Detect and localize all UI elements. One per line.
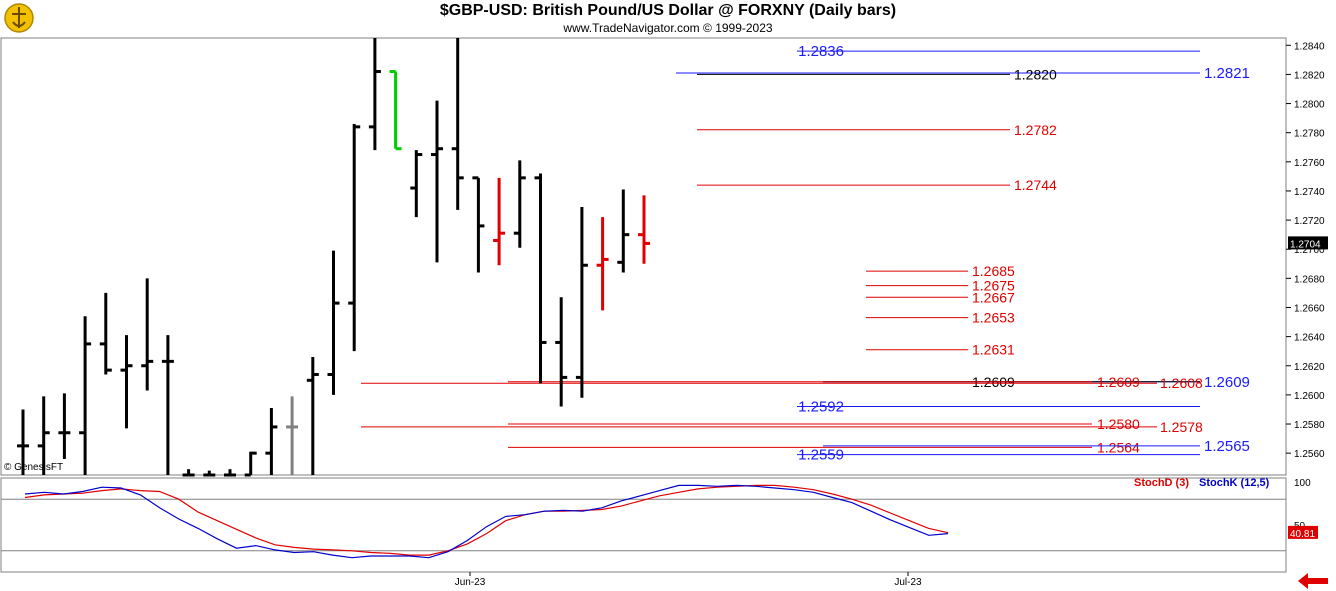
ohlc-bar (327, 250, 340, 395)
price-tick-label: 1.2820 (1294, 70, 1325, 81)
price-level-label: 1.2820 (1014, 66, 1057, 82)
price-axis: 1.2840 1.2820 1.2800 1.2780 1.2760 1.2740 1.27… (1286, 41, 1328, 460)
price-level-label: 1.2653 (972, 310, 1015, 326)
price-level-label: 1.2592 (798, 399, 844, 416)
price-tick-label: 1.2700 (1294, 245, 1325, 256)
ohlc-bar (534, 173, 547, 384)
ohlc-bar (389, 70, 402, 151)
price-tick-label: 1.2760 (1294, 158, 1325, 169)
stoch-last-box (1288, 525, 1318, 539)
ohlc-bar (161, 335, 174, 475)
chart-title: $GBP-USD: British Pound/US Dollar @ FORX… (439, 2, 897, 19)
price-level-label: 1.2578 (1160, 419, 1203, 435)
stoch-tick-label: 100 (1294, 478, 1311, 489)
ohlc-bar (493, 177, 506, 266)
ohlc-bar (617, 189, 630, 273)
ohlc-bar (182, 469, 195, 477)
price-level-label: 1.2609 (1204, 374, 1250, 391)
ohlc-bar (555, 297, 568, 407)
ohlc-bar (244, 451, 257, 477)
price-tick-label: 1.2580 (1294, 420, 1325, 431)
price-tick-label: 1.2800 (1294, 100, 1325, 111)
ohlc-bar (265, 407, 278, 475)
ohlc-bar (306, 357, 319, 475)
price-level-label: 1.2609 (1097, 374, 1140, 390)
price-level-lines: 1.28361.28211.28201.27821.27441.26851.26… (361, 43, 1250, 464)
price-level-label: 1.2631 (972, 342, 1015, 358)
stoch-panel-frame (0, 477, 1287, 573)
price-tick-label: 1.2660 (1294, 303, 1325, 314)
price-level-label: 1.2675 (972, 278, 1015, 294)
price-tick-label: 1.2740 (1294, 187, 1325, 198)
price-level-label: 1.2564 (1097, 439, 1140, 455)
price-level-label: 1.2559 (798, 447, 844, 464)
price-level-label: 1.2565 (1204, 438, 1250, 455)
price-tick-label: 1.2640 (1294, 333, 1325, 344)
price-level-label: 1.2821 (1204, 65, 1250, 82)
chart-subtitle: www.TradeNavigator.com © 1999-2023 (563, 21, 773, 35)
price-tick-label: 1.2620 (1294, 362, 1325, 373)
ohlc-bar (37, 396, 50, 475)
ohlc-bar (431, 100, 443, 263)
ohlc-bar (368, 38, 381, 151)
price-bars (17, 38, 650, 477)
price-grid (0, 37, 1287, 573)
stoch-series-line (24, 484, 949, 559)
price-tick-label: 1.2680 (1294, 274, 1325, 285)
price-tick-label: 1.2720 (1294, 216, 1325, 227)
red-left-arrow-icon[interactable] (1298, 573, 1328, 589)
price-level-label: 1.2836 (798, 43, 844, 60)
ohlc-bar (410, 150, 423, 218)
ohlc-bar (286, 396, 299, 475)
ohlc-bar (203, 470, 216, 477)
ohlc-bar (451, 38, 464, 210)
trade-navigator-logo-icon[interactable] (3, 2, 35, 34)
price-tick-label: 1.2560 (1294, 449, 1325, 460)
price-tick-label: 1.2840 (1294, 41, 1325, 52)
ohlc-bar (17, 409, 29, 475)
watermark: © GenesisFT (4, 462, 64, 473)
last-price-box (1288, 236, 1328, 250)
ohlc-bar (58, 393, 71, 459)
price-level-label: 1.2580 (1097, 416, 1140, 432)
last-price-label: 1.2704 (1290, 239, 1321, 250)
price-level-label: 1.2782 (1014, 122, 1057, 138)
x-axis: Jun-23 Jul-23 (455, 572, 922, 588)
ohlc-bar (224, 469, 236, 477)
price-level-label: 1.2744 (1014, 177, 1057, 193)
ohlc-bar (472, 176, 485, 273)
stochd-legend: StochD (3) (1134, 477, 1189, 489)
stoch-series-line (24, 484, 949, 556)
ohlc-bar (575, 206, 588, 398)
price-level-label: 1.2685 (972, 263, 1015, 279)
price-level-label: 1.2608 (1160, 375, 1203, 391)
price-tick-label: 1.2780 (1294, 129, 1325, 140)
ohlc-bar (513, 160, 526, 248)
ohlc-bar (638, 195, 650, 264)
ohlc-bar (141, 278, 154, 391)
ohlc-bar (348, 123, 361, 352)
ohlc-bar (79, 316, 92, 475)
ohlc-bar (120, 335, 133, 429)
stochk-legend: StochK (12,5) (1199, 477, 1270, 489)
x-tick-label: Jul-23 (894, 577, 922, 588)
x-tick-label: Jun-23 (455, 577, 486, 588)
price-level-label: 1.2667 (972, 289, 1015, 305)
ohlc-bar (596, 217, 609, 311)
ohlc-bar (99, 292, 112, 375)
price-tick-label: 1.2600 (1294, 391, 1325, 402)
stoch-last-label: 40.81 (1290, 529, 1315, 540)
price-panel-frame (0, 37, 1287, 476)
stochastic-panel: 1005040.81 (1, 478, 1318, 559)
